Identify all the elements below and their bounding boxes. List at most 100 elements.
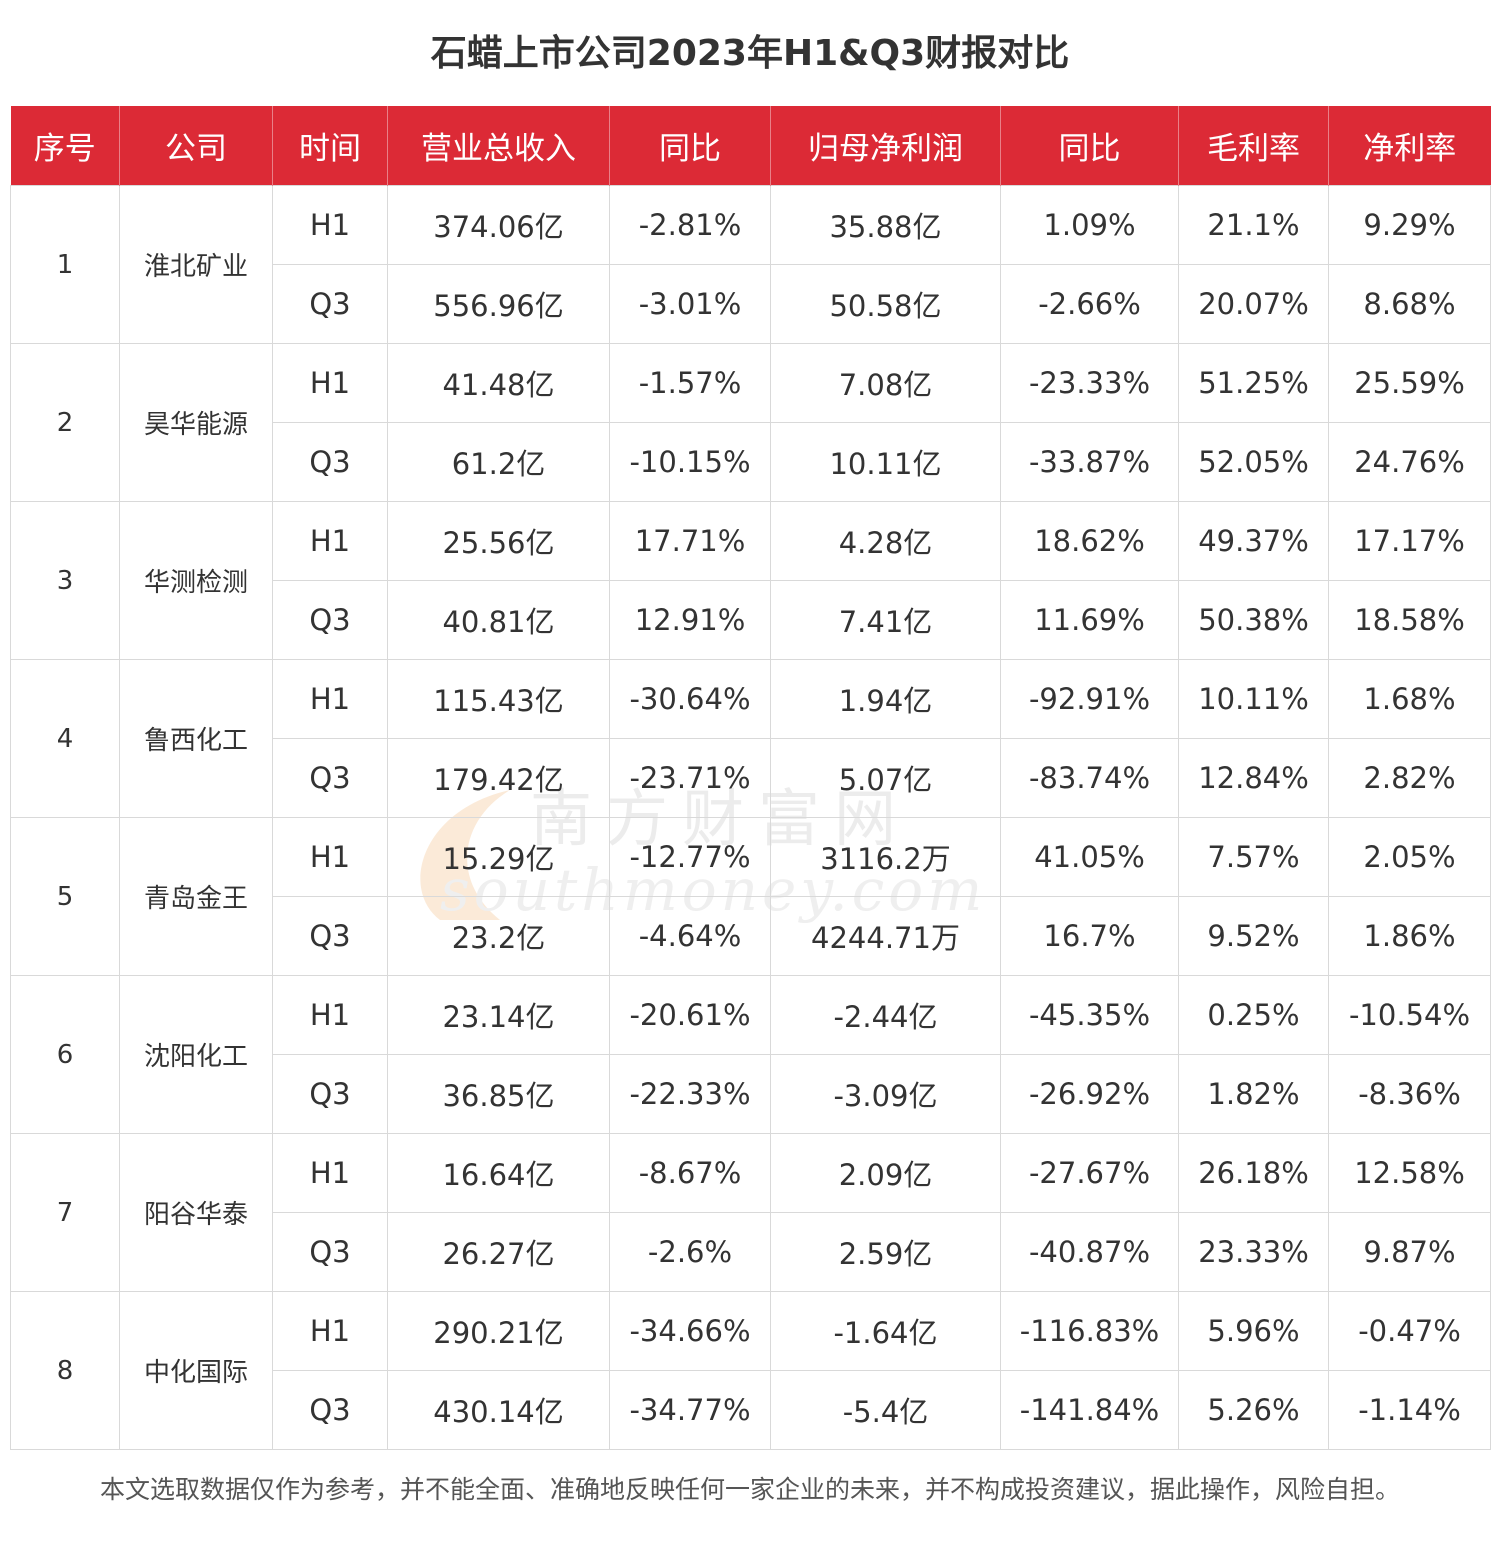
table-row: Q3 61.2亿 -10.15% 10.11亿 -33.87% 52.05% 24.76% [11,422,1491,502]
cell-revenue: 374.06亿 [387,185,610,265]
header-company: 公司 [119,106,273,186]
header-net-margin: 净利率 [1328,106,1491,186]
cell-revenue: 61.2亿 [387,422,610,502]
cell-net-margin: 2.82% [1328,738,1491,818]
cell-period: Q3 [272,896,388,976]
cell-gross-margin: 23.33% [1178,1212,1329,1292]
cell-period: H1 [272,1133,388,1213]
cell-profit-yoy: -141.84% [1000,1370,1179,1450]
row-seq: 2 [10,343,120,502]
cell-net-margin: 17.17% [1328,501,1491,581]
page-title: 石蜡上市公司2023年H1&Q3财报对比 [430,33,1070,74]
cell-profit-yoy: -116.83% [1000,1291,1179,1371]
row-company-name: 鲁西化工 [119,659,273,818]
cell-gross-margin: 51.25% [1178,343,1329,423]
table-row: 6 沈阳化工 H1 23.14亿 -20.61% -2.44亿 -45.35% 0.25% -1… [10,975,1491,1134]
row-seq: 8 [10,1291,120,1450]
cell-period: H1 [272,1291,388,1371]
cell-revenue: 41.48亿 [387,343,610,423]
cell-net-margin: -1.14% [1328,1370,1491,1450]
cell-gross-margin: 5.96% [1178,1291,1329,1371]
disclaimer-footnote: 本文选取数据仅作为参考，并不能全面、准确地反映任何一家企业的未来，并不构成投资建… [99,1475,1400,1504]
cell-revenue: 23.14亿 [387,975,610,1055]
cell-gross-margin: 0.25% [1178,975,1329,1055]
cell-revenue-yoy: 17.71% [609,501,771,581]
row-company-name: 阳谷华泰 [119,1133,273,1292]
cell-period: Q3 [272,1212,388,1292]
row-seq: 4 [10,659,120,818]
cell-period: H1 [272,817,388,897]
cell-net-profit: 7.41亿 [770,580,1001,660]
cell-net-margin: -10.54% [1328,975,1491,1055]
table-row: 3 华测检测 H1 25.56亿 17.71% 4.28亿 18.62% 49.37% 17.1… [10,501,1491,660]
table-row: Q3 36.85亿 -22.33% -3.09亿 -26.92% 1.82% -8.36% [11,1054,1491,1134]
cell-revenue: 40.81亿 [387,580,610,660]
cell-gross-margin: 21.1% [1178,185,1329,265]
row-seq: 7 [10,1133,120,1292]
row-seq: 5 [10,817,120,976]
cell-gross-margin: 20.07% [1178,264,1329,344]
cell-profit-yoy: -26.92% [1000,1054,1179,1134]
cell-net-profit: -3.09亿 [770,1054,1001,1134]
row-company-name: 青岛金王 [119,817,273,976]
cell-profit-yoy: -40.87% [1000,1212,1179,1292]
cell-net-margin: 2.05% [1328,817,1491,897]
cell-profit-yoy: -45.35% [1000,975,1179,1055]
cell-period: H1 [272,185,388,265]
cell-net-profit: 4244.71万 [770,896,1001,976]
cell-net-profit: 7.08亿 [770,343,1001,423]
cell-net-profit: 2.59亿 [770,1212,1001,1292]
cell-net-margin: 24.76% [1328,422,1491,502]
row-company-name: 淮北矿业 [119,185,273,344]
cell-revenue-yoy: -22.33% [609,1054,771,1134]
cell-revenue: 25.56亿 [387,501,610,581]
table-row: 7 阳谷华泰 H1 16.64亿 -8.67% 2.09亿 -27.67% 26.18% 12.… [10,1133,1491,1292]
cell-profit-yoy: 11.69% [1000,580,1179,660]
cell-period: Q3 [272,580,388,660]
cell-gross-margin: 9.52% [1178,896,1329,976]
cell-net-profit: -2.44亿 [770,975,1001,1055]
cell-net-margin: 1.68% [1328,659,1491,739]
cell-revenue: 36.85亿 [387,1054,610,1134]
cell-period: Q3 [272,422,388,502]
header-revenue: 营业总收入 [387,106,610,186]
cell-revenue: 430.14亿 [387,1370,610,1450]
cell-net-profit: -1.64亿 [770,1291,1001,1371]
cell-net-margin: 9.87% [1328,1212,1491,1292]
cell-net-profit: 4.28亿 [770,501,1001,581]
header-gross-margin: 毛利率 [1178,106,1329,186]
header-period: 时间 [272,106,388,186]
table-row: 4 鲁西化工 H1 115.43亿 -30.64% 1.94亿 -92.91% 10.11% 1… [10,659,1491,818]
cell-period: Q3 [272,1054,388,1134]
cell-revenue-yoy: -8.67% [609,1133,771,1213]
cell-revenue-yoy: -10.15% [609,422,771,502]
cell-revenue: 26.27亿 [387,1212,610,1292]
cell-period: Q3 [272,738,388,818]
row-company-name: 昊华能源 [119,343,273,502]
table-row: Q3 179.42亿 -23.71% 5.07亿 -83.74% 12.84% 2.82% [11,738,1491,818]
table-row: Q3 556.96亿 -3.01% 50.58亿 -2.66% 20.07% 8.68% [11,264,1491,344]
cell-net-margin: 9.29% [1328,185,1491,265]
cell-profit-yoy: -27.67% [1000,1133,1179,1213]
header-revenue-yoy: 同比 [609,106,771,186]
cell-revenue-yoy: -1.57% [609,343,771,423]
row-seq: 3 [10,501,120,660]
cell-net-profit: -5.4亿 [770,1370,1001,1450]
cell-revenue-yoy: 12.91% [609,580,771,660]
table-row: 2 昊华能源 H1 41.48亿 -1.57% 7.08亿 -23.33% 51.25% 25.… [10,343,1491,502]
cell-net-margin: 1.86% [1328,896,1491,976]
cell-net-margin: -0.47% [1328,1291,1491,1371]
cell-gross-margin: 50.38% [1178,580,1329,660]
cell-net-margin: -8.36% [1328,1054,1491,1134]
cell-revenue: 115.43亿 [387,659,610,739]
cell-gross-margin: 5.26% [1178,1370,1329,1450]
table-row: Q3 23.2亿 -4.64% 4244.71万 16.7% 9.52% 1.86% [11,896,1491,976]
cell-gross-margin: 26.18% [1178,1133,1329,1213]
cell-profit-yoy: -92.91% [1000,659,1179,739]
cell-revenue-yoy: -23.71% [609,738,771,818]
cell-revenue-yoy: -30.64% [609,659,771,739]
cell-profit-yoy: 18.62% [1000,501,1179,581]
cell-period: Q3 [272,1370,388,1450]
cell-revenue-yoy: -2.6% [609,1212,771,1292]
row-company-name: 沈阳化工 [119,975,273,1134]
